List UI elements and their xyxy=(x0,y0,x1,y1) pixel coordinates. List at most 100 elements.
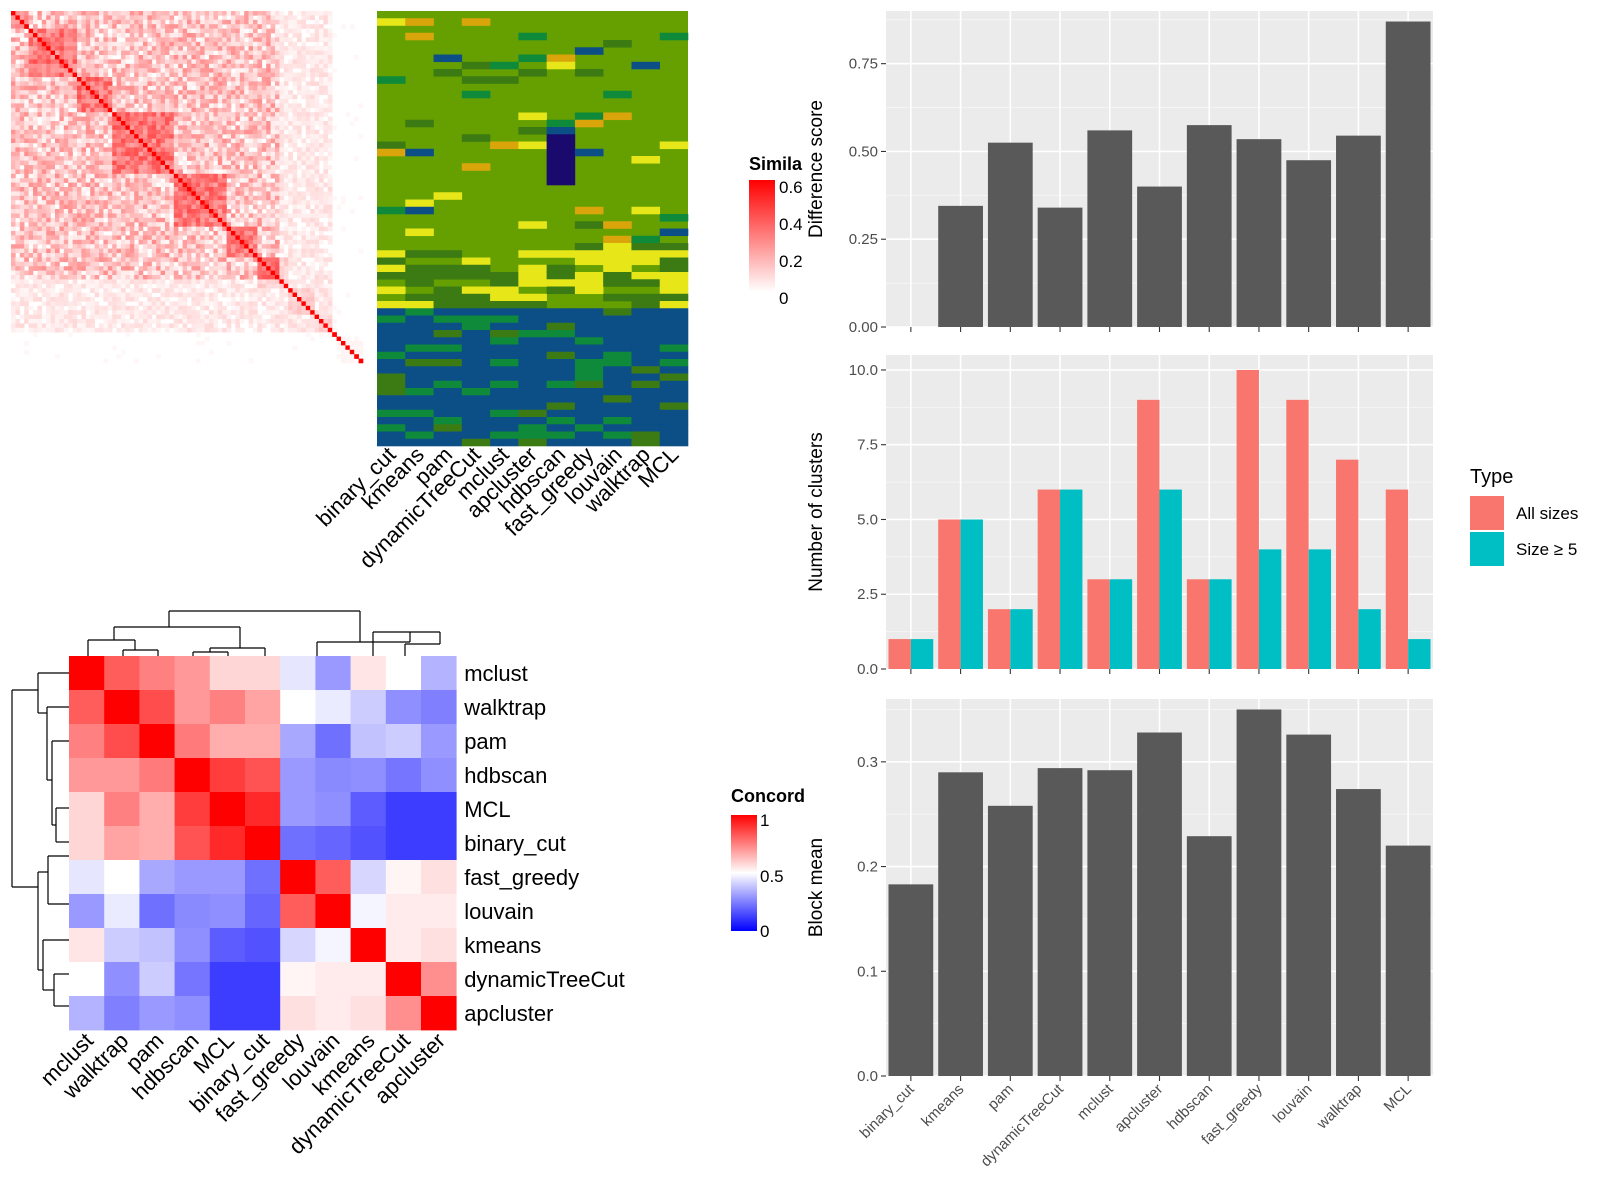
similarity-cell xyxy=(103,125,109,131)
similarity-cell xyxy=(301,15,307,21)
similarity-cell xyxy=(147,200,153,205)
similarity-cell xyxy=(314,19,320,25)
similarity-cell xyxy=(283,323,289,329)
similarity-cell xyxy=(226,116,232,122)
similarity-cell xyxy=(239,138,245,144)
similarity-cell xyxy=(94,327,100,333)
similarity-cell xyxy=(50,121,56,126)
similarity-cell xyxy=(257,261,263,267)
similarity-cell xyxy=(226,173,232,179)
similarity-cell xyxy=(310,121,315,126)
similarity-cell xyxy=(81,19,87,25)
similarity-cell xyxy=(253,191,258,197)
similarity-cell xyxy=(129,173,135,179)
similarity-cell xyxy=(138,235,144,241)
similarity-cell xyxy=(297,129,302,135)
similarity-cell xyxy=(182,50,188,56)
similarity-cell xyxy=(77,59,82,65)
similarity-cell xyxy=(28,63,34,69)
similarity-cell xyxy=(116,182,122,188)
similarity-cell xyxy=(138,55,144,60)
similarity-cell xyxy=(327,332,333,337)
similarity-cell xyxy=(217,222,223,227)
similarity-cell xyxy=(11,310,16,315)
similarity-cell xyxy=(279,244,285,249)
similarity-cell xyxy=(327,279,333,285)
similarity-cell xyxy=(297,63,302,69)
similarity-cell xyxy=(178,125,183,131)
similarity-cell xyxy=(134,41,139,47)
similarity-cell xyxy=(55,121,60,126)
similarity-cell xyxy=(222,147,227,153)
similarity-cell xyxy=(261,81,267,87)
similarity-cell xyxy=(72,156,78,161)
similarity-cell xyxy=(107,319,113,324)
similarity-cell xyxy=(112,90,117,95)
similarity-cell xyxy=(55,310,60,315)
similarity-cell xyxy=(266,90,271,95)
similarity-cell xyxy=(121,68,126,73)
similarity-cell xyxy=(345,354,351,359)
similarity-cell xyxy=(134,156,139,161)
similarity-cell xyxy=(288,305,293,311)
similarity-cell xyxy=(279,94,285,100)
similarity-cell xyxy=(77,77,82,82)
similarity-cell xyxy=(143,204,148,210)
similarity-cell xyxy=(261,107,267,113)
similarity-cell xyxy=(191,222,197,227)
similarity-cell xyxy=(248,231,254,236)
similarity-cell xyxy=(99,28,104,34)
similarity-cell xyxy=(319,138,324,144)
similarity-cell xyxy=(11,160,16,166)
similarity-cell xyxy=(301,182,307,188)
similarity-cell xyxy=(323,257,329,263)
similarity-cell xyxy=(28,50,34,56)
similarity-cell xyxy=(134,125,139,131)
similarity-cell xyxy=(107,266,113,271)
similarity-cell xyxy=(319,121,324,126)
similarity-cell xyxy=(121,319,126,324)
similarity-cell xyxy=(143,279,148,285)
assignment-cell xyxy=(377,395,406,403)
similarity-cell xyxy=(129,327,135,333)
similarity-cell xyxy=(147,63,153,69)
similarity-cell xyxy=(305,160,311,166)
similarity-cell xyxy=(165,292,170,298)
similarity-cell xyxy=(138,182,144,188)
similarity-cell xyxy=(134,253,139,258)
similarity-cell xyxy=(41,209,47,214)
similarity-cell xyxy=(327,204,333,210)
similarity-cell xyxy=(19,195,25,201)
similarity-cell xyxy=(244,305,249,311)
similarity-cell xyxy=(59,138,65,144)
similarity-cell xyxy=(59,178,65,183)
similarity-cell xyxy=(107,217,113,223)
similarity-cell xyxy=(173,292,179,298)
similarity-cell xyxy=(169,209,175,214)
similarity-cell xyxy=(63,297,69,302)
similarity-cell xyxy=(173,55,179,60)
similarity-cell xyxy=(204,99,210,104)
similarity-cell xyxy=(191,195,197,201)
similarity-cell xyxy=(191,143,197,148)
similarity-cell xyxy=(173,59,179,65)
similarity-cell xyxy=(288,178,293,183)
similarity-cell xyxy=(239,94,245,100)
similarity-cell xyxy=(151,244,157,249)
similarity-cell xyxy=(99,41,104,47)
similarity-cell xyxy=(310,310,315,315)
similarity-cell xyxy=(279,33,285,38)
similarity-cell xyxy=(15,19,21,25)
similarity-cell xyxy=(226,314,232,320)
similarity-cell xyxy=(125,275,131,280)
similarity-cell xyxy=(301,275,307,280)
similarity-cell xyxy=(266,305,271,311)
similarity-cell xyxy=(261,279,267,285)
similarity-cell xyxy=(244,112,249,117)
similarity-cell xyxy=(204,151,210,157)
similarity-cell xyxy=(257,99,263,104)
similarity-cell xyxy=(305,94,311,100)
similarity-cell xyxy=(151,55,157,60)
similarity-cell xyxy=(275,319,280,324)
